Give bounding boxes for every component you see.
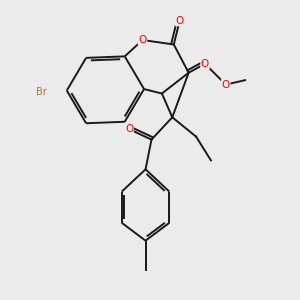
- Text: O: O: [138, 35, 147, 45]
- Text: Br: Br: [36, 87, 47, 97]
- Text: O: O: [125, 124, 133, 134]
- Text: O: O: [201, 59, 209, 69]
- Text: O: O: [222, 80, 230, 90]
- Text: O: O: [176, 16, 184, 26]
